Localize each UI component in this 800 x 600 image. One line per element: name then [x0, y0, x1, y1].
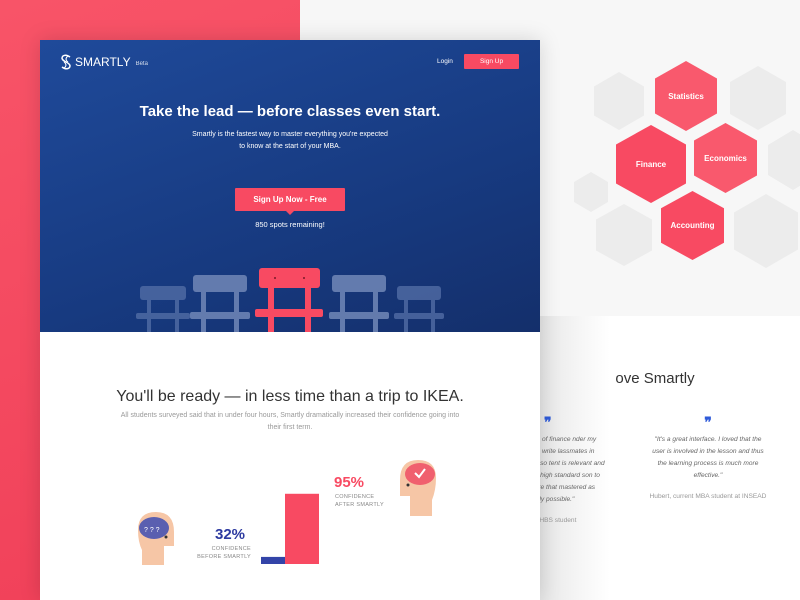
- hero-title: Take the lead — before classes even star…: [139, 103, 441, 120]
- topic-hex-accounting[interactable]: Accounting: [661, 191, 724, 260]
- hex-decor: [594, 72, 644, 130]
- testimonial-text: years of finance nder my belt, I write l…: [524, 436, 605, 503]
- hex-decor: [596, 204, 652, 266]
- after-label-line: CONFIDENCE: [335, 494, 375, 500]
- topic-hex-statistics[interactable]: Statistics: [655, 61, 717, 131]
- testimonial-author: rrent HBS student: [524, 517, 577, 524]
- spots-remaining: 850 spots remaining!: [255, 220, 325, 229]
- svg-text:? ? ?: ? ? ?: [144, 527, 160, 534]
- signup-free-button[interactable]: Sign Up Now - Free: [235, 188, 345, 215]
- confused-head-icon: ? ? ?: [138, 512, 174, 565]
- confident-head-icon: [400, 460, 436, 516]
- logo-text: SMARTLY: [75, 55, 131, 69]
- before-percent: 32%: [215, 526, 246, 543]
- before-bar: [261, 556, 285, 564]
- quote-icon: ❞: [704, 414, 712, 430]
- testimonial-author: Hubert, current MBA student at INSEAD: [649, 493, 767, 500]
- quote-icon: ❞: [544, 414, 552, 430]
- signup-button[interactable]: Sign Up: [464, 54, 519, 69]
- logo-icon: [61, 54, 71, 70]
- testimonials-title: ove Smartly: [615, 370, 695, 387]
- stats-subtitle: All students surveyed said that in under…: [120, 412, 460, 431]
- hex-decor: [734, 194, 798, 268]
- before-label-line: CONFIDENCE: [211, 546, 251, 552]
- beta-badge: Beta: [135, 61, 148, 67]
- hero-subtitle: Smartly is the fastest way to master eve…: [192, 131, 388, 150]
- hex-decor: [730, 66, 786, 130]
- logo[interactable]: SMARTLY Beta: [60, 54, 148, 70]
- hero: SMARTLY Beta Login Sign Up Take the lead…: [40, 40, 540, 332]
- landing-page-card: SMARTLY Beta Login Sign Up Take the lead…: [40, 40, 540, 600]
- after-bar: [285, 493, 319, 564]
- after-percent: 95%: [334, 474, 365, 491]
- confidence-bar-chart: [261, 493, 319, 564]
- login-link[interactable]: Login: [437, 58, 453, 65]
- after-label: CONFIDENCE AFTER SMARTLY: [335, 493, 384, 509]
- testimonial: ❞ "It's a great interface. I loved that …: [648, 414, 768, 502]
- testimonial-text: "It's a great interface. I loved that th…: [652, 436, 764, 479]
- hex-decor: [768, 130, 800, 190]
- topic-hex-economics[interactable]: Economics: [694, 123, 757, 193]
- testimonial: ❞ years of finance nder my belt, I write…: [524, 414, 610, 526]
- stats-title: You'll be ready — in less time than a tr…: [116, 388, 464, 405]
- before-label-line: BEFORE SMARTLY: [197, 554, 251, 560]
- before-label: CONFIDENCE BEFORE SMARTLY: [193, 545, 251, 561]
- hex-decor: [574, 172, 608, 212]
- topic-hex-finance[interactable]: Finance: [616, 125, 686, 203]
- chairs-illustration: [136, 268, 444, 332]
- after-label-line: AFTER SMARTLY: [335, 502, 384, 508]
